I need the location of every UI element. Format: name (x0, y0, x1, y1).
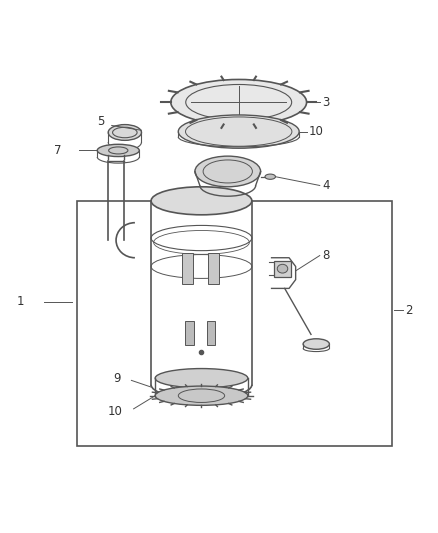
Ellipse shape (97, 144, 139, 157)
Ellipse shape (151, 187, 252, 215)
Bar (207, 321, 215, 345)
Text: 8: 8 (322, 249, 329, 262)
Text: 5: 5 (97, 116, 104, 128)
Text: 7: 7 (54, 144, 61, 157)
Ellipse shape (303, 339, 329, 349)
Bar (77, 201, 392, 446)
Ellipse shape (155, 368, 248, 388)
Text: 9: 9 (113, 372, 120, 385)
Text: 10: 10 (108, 405, 123, 417)
Text: 10: 10 (309, 125, 324, 138)
Ellipse shape (265, 174, 276, 179)
Bar (274, 261, 291, 277)
Ellipse shape (178, 115, 299, 148)
Ellipse shape (171, 79, 307, 125)
Bar (185, 321, 194, 345)
Ellipse shape (108, 125, 141, 140)
Text: 4: 4 (322, 179, 329, 192)
Text: 3: 3 (322, 96, 329, 109)
Bar (208, 253, 219, 284)
Text: 2: 2 (405, 304, 413, 317)
Text: 1: 1 (17, 295, 24, 308)
Ellipse shape (195, 156, 261, 187)
Ellipse shape (277, 264, 288, 273)
Ellipse shape (155, 386, 248, 405)
Bar (182, 253, 193, 284)
